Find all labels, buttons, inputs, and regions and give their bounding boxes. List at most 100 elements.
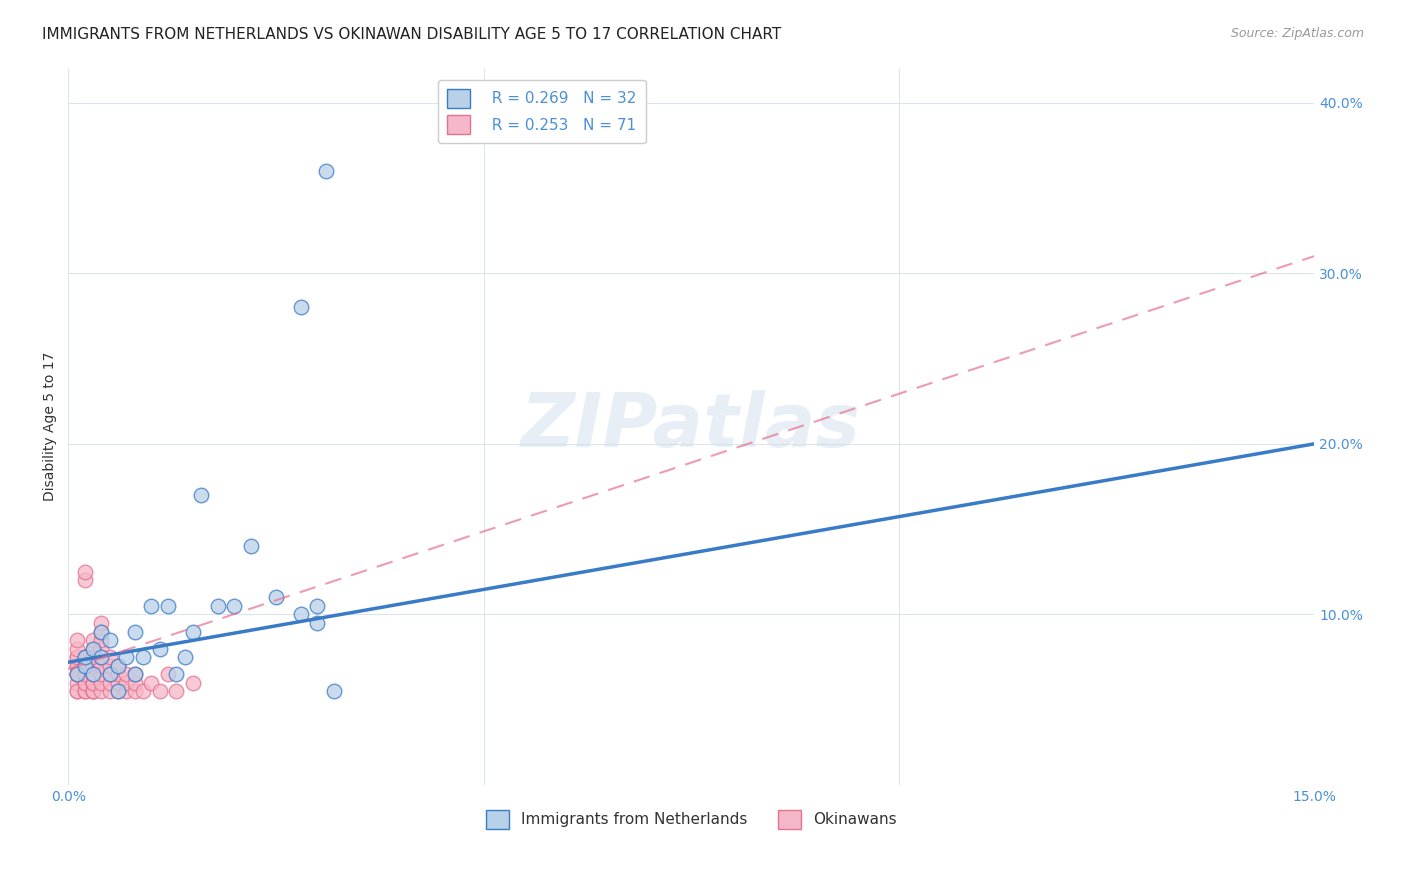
Point xyxy=(115,667,138,681)
Point xyxy=(156,599,179,613)
Point xyxy=(73,667,96,681)
Point xyxy=(73,667,96,681)
Point xyxy=(82,658,104,673)
Point xyxy=(82,650,104,665)
Point xyxy=(124,675,146,690)
Point xyxy=(82,641,104,656)
Point xyxy=(115,675,138,690)
Point xyxy=(165,667,187,681)
Point xyxy=(82,684,104,698)
Point xyxy=(315,164,337,178)
Point xyxy=(90,667,112,681)
Point xyxy=(73,675,96,690)
Point xyxy=(73,658,96,673)
Point xyxy=(90,658,112,673)
Point xyxy=(73,650,96,665)
Point xyxy=(82,658,104,673)
Point xyxy=(82,650,104,665)
Point xyxy=(181,675,204,690)
Point xyxy=(165,684,187,698)
Point xyxy=(82,667,104,681)
Point xyxy=(65,675,87,690)
Point xyxy=(323,684,346,698)
Point xyxy=(98,633,121,648)
Point xyxy=(141,599,163,613)
Point xyxy=(73,650,96,665)
Point xyxy=(307,615,329,630)
Point xyxy=(98,650,121,665)
Point xyxy=(98,667,121,681)
Point xyxy=(90,684,112,698)
Point xyxy=(65,641,87,656)
Point xyxy=(98,675,121,690)
Point xyxy=(73,684,96,698)
Point xyxy=(65,633,87,648)
Point xyxy=(73,684,96,698)
Point xyxy=(90,615,112,630)
Point xyxy=(73,658,96,673)
Point xyxy=(82,641,104,656)
Point xyxy=(65,667,87,681)
Point xyxy=(65,684,87,698)
Text: IMMIGRANTS FROM NETHERLANDS VS OKINAWAN DISABILITY AGE 5 TO 17 CORRELATION CHART: IMMIGRANTS FROM NETHERLANDS VS OKINAWAN … xyxy=(42,27,782,42)
Point xyxy=(65,684,87,698)
Point xyxy=(73,658,96,673)
Point xyxy=(90,650,112,665)
Point xyxy=(107,684,129,698)
Point xyxy=(73,574,96,588)
Point xyxy=(90,633,112,648)
Point xyxy=(73,675,96,690)
Point xyxy=(149,684,172,698)
Point xyxy=(115,650,138,665)
Point xyxy=(73,565,96,579)
Point xyxy=(90,624,112,639)
Point xyxy=(82,667,104,681)
Y-axis label: Disability Age 5 to 17: Disability Age 5 to 17 xyxy=(44,352,58,501)
Point xyxy=(82,675,104,690)
Point xyxy=(65,667,87,681)
Point xyxy=(141,675,163,690)
Point xyxy=(98,658,121,673)
Point xyxy=(156,667,179,681)
Point xyxy=(149,641,172,656)
Point xyxy=(224,599,246,613)
Point xyxy=(124,624,146,639)
Point xyxy=(290,607,312,622)
Point xyxy=(98,667,121,681)
Point xyxy=(82,675,104,690)
Point xyxy=(124,667,146,681)
Point xyxy=(73,658,96,673)
Point xyxy=(107,658,129,673)
Point xyxy=(82,633,104,648)
Point xyxy=(307,599,329,613)
Point xyxy=(65,658,87,673)
Point xyxy=(82,667,104,681)
Point xyxy=(132,650,155,665)
Point xyxy=(115,684,138,698)
Point xyxy=(82,684,104,698)
Point xyxy=(82,684,104,698)
Point xyxy=(82,667,104,681)
Point xyxy=(290,301,312,315)
Point xyxy=(181,624,204,639)
Point xyxy=(132,684,155,698)
Point xyxy=(90,650,112,665)
Point xyxy=(190,488,212,502)
Point xyxy=(73,667,96,681)
Point xyxy=(73,675,96,690)
Point xyxy=(65,667,87,681)
Point xyxy=(90,675,112,690)
Point xyxy=(107,675,129,690)
Point xyxy=(65,650,87,665)
Legend: Immigrants from Netherlands, Okinawans: Immigrants from Netherlands, Okinawans xyxy=(479,804,903,835)
Point xyxy=(239,539,262,553)
Point xyxy=(107,667,129,681)
Text: Source: ZipAtlas.com: Source: ZipAtlas.com xyxy=(1230,27,1364,40)
Point xyxy=(107,684,129,698)
Point xyxy=(107,658,129,673)
Point xyxy=(65,667,87,681)
Point xyxy=(90,624,112,639)
Point xyxy=(173,650,195,665)
Point xyxy=(90,641,112,656)
Point xyxy=(124,684,146,698)
